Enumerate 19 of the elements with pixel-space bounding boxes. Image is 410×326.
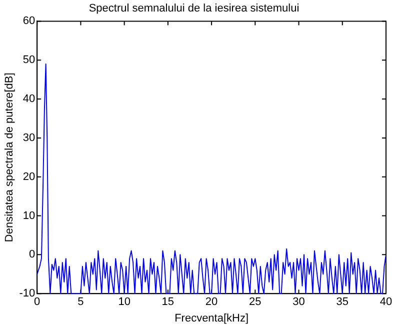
x-tick-label: 40 bbox=[380, 296, 392, 308]
x-axis-title: Frecventa[kHz] bbox=[174, 312, 249, 324]
y-tick-label: 40 bbox=[22, 93, 36, 106]
y-tick-label: 10 bbox=[22, 210, 36, 222]
chart-title: Spectrul semnalului de la iesirea sistemului bbox=[88, 2, 300, 15]
x-tick-label: 20 bbox=[205, 296, 218, 308]
x-tick-label: 25 bbox=[249, 296, 262, 308]
y-tick-label: 60 bbox=[22, 15, 36, 28]
y-tick-label: 50 bbox=[22, 54, 36, 66]
x-tick-label: 15 bbox=[162, 296, 174, 308]
x-tick-label: 30 bbox=[292, 296, 305, 308]
x-tick-label: 35 bbox=[336, 296, 349, 308]
x-tick-label: 10 bbox=[118, 296, 130, 308]
y-tick-label: 0 bbox=[28, 248, 36, 261]
x-tick-label: 5 bbox=[78, 296, 84, 308]
y-tick-label: 20 bbox=[22, 170, 36, 183]
y-tick-label: -10 bbox=[19, 288, 36, 300]
y-axis-title: Densitatea spectrala de putere[dB] bbox=[4, 72, 16, 242]
y-tick-label: 30 bbox=[22, 132, 36, 144]
